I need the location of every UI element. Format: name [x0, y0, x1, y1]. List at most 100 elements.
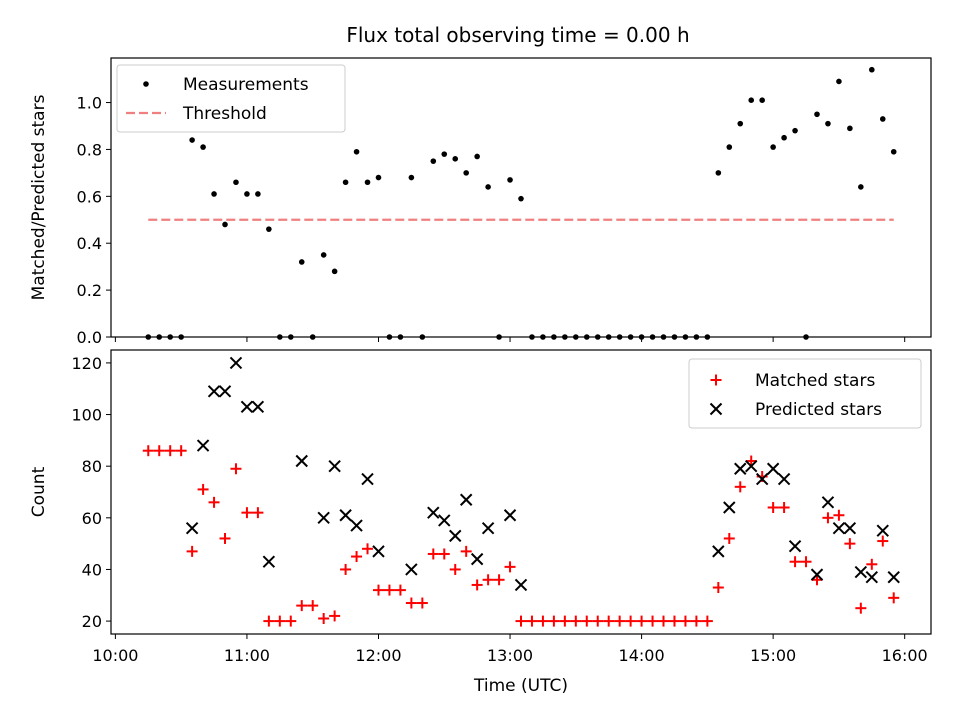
y-tick-label: 1.0 [77, 94, 102, 113]
matched-star-point [186, 545, 198, 557]
matched-star-point [647, 615, 659, 627]
legend-matched-marker [710, 374, 722, 386]
measurement-point [167, 334, 173, 340]
predicted-star-point-b [262, 555, 276, 568]
predicted-star-point-b [712, 545, 725, 558]
matched-star-point [362, 543, 374, 555]
y-tick-label: 80 [82, 457, 102, 476]
predicted-star-point-b [734, 462, 747, 475]
measurement-point [781, 134, 787, 141]
measurement-point [386, 334, 393, 340]
matched-star-point [866, 558, 878, 570]
measurement-point [792, 127, 798, 134]
predicted-star-point [481, 521, 495, 535]
measurement-point [507, 177, 513, 183]
legend-predicted-label: Predicted stars [755, 400, 882, 420]
predicted-star-point-b [503, 509, 517, 522]
matched-star-point [701, 615, 713, 627]
y-tick-label: 0.6 [77, 187, 102, 206]
legend-predicted-marker [709, 402, 723, 416]
predicted-star-point [207, 385, 221, 398]
matched-star-point [318, 613, 330, 625]
predicted-star-point [887, 570, 900, 584]
predicted-star-point-b [514, 578, 528, 592]
predicted-star-point [350, 519, 363, 532]
predicted-star-point-b [745, 459, 758, 473]
legend-box [688, 358, 922, 429]
x-tick-label: 11:00 [224, 646, 270, 665]
measurement-point [890, 148, 897, 155]
matched-star-point [855, 602, 867, 614]
measurement-point [682, 334, 689, 340]
matched-star-point [888, 592, 900, 604]
measurement-point [825, 120, 831, 127]
predicted-star-point-b [328, 459, 341, 473]
matched-star-point [789, 556, 801, 568]
measurement-point [441, 151, 448, 157]
predicted-star-point-b [843, 521, 857, 535]
matched-star-point [515, 615, 527, 627]
predicted-star-point-b [229, 356, 243, 370]
legend-matched-label: Matched stars [755, 371, 875, 391]
matched-star-point [636, 615, 648, 627]
measurement-point [583, 334, 590, 340]
matched-star-point [625, 615, 637, 627]
matched-star-point [307, 600, 319, 612]
measurement-point [660, 334, 667, 340]
measurement-point [287, 334, 294, 340]
measurement-point [353, 148, 360, 155]
predicted-star-point-b [438, 514, 451, 527]
matched-star-point [658, 615, 670, 627]
predicted-star-point [295, 454, 308, 468]
predicted-star-point [405, 563, 418, 576]
predicted-star-point-b [481, 521, 495, 535]
y-tick-label: 0.2 [77, 281, 102, 300]
predicted-star-point-b [723, 501, 736, 514]
predicted-star-point [229, 356, 243, 370]
plot-frame [110, 57, 932, 338]
measurement-point [156, 334, 163, 340]
predicted-star-point-b [788, 540, 802, 553]
matched-star-point [668, 615, 680, 627]
predicted-star-point-b [218, 385, 232, 398]
matched-star-point [822, 512, 834, 524]
measurement-point [529, 334, 535, 340]
predicted-star-point [745, 459, 758, 473]
legend-box [116, 64, 346, 133]
predicted-star-point-b [196, 439, 210, 452]
measurement-point [836, 78, 842, 85]
chart-title: Flux total observing time = 0.00 h [346, 23, 689, 47]
measurement-point [145, 334, 152, 340]
matched-star-point [471, 579, 483, 591]
measurement-point [770, 144, 776, 150]
predicted-star-point [514, 578, 528, 592]
measurement-point [562, 334, 568, 340]
measurement-point [419, 334, 426, 340]
y-tick-label: 60 [82, 509, 102, 528]
measurement-point [726, 144, 733, 150]
matched-star-point [581, 615, 593, 627]
matched-star-point [427, 548, 439, 560]
measurement-point [649, 334, 656, 340]
matched-star-point [340, 563, 352, 575]
measurement-point [342, 179, 349, 186]
measurement-point [222, 221, 228, 228]
measurement-point [331, 268, 338, 275]
measurement-point [485, 184, 491, 190]
measurement-point [408, 174, 415, 181]
measurement-point [496, 334, 502, 340]
matched-star-point [734, 481, 746, 493]
matched-star-point [230, 463, 242, 475]
x-tick-label: 13:00 [487, 646, 533, 665]
measurement-point [255, 191, 261, 197]
matched-star-point [416, 597, 428, 609]
predicted-star-point [438, 514, 451, 527]
predicted-star-point [328, 459, 341, 473]
matched-star-point [351, 551, 363, 563]
predicted-star-point [185, 521, 199, 535]
measurement-point [737, 120, 744, 127]
predicted-star-point [865, 570, 879, 584]
predicted-star-point [361, 472, 374, 486]
predicted-star-point-b [887, 570, 900, 584]
matched-star-point [877, 535, 889, 547]
